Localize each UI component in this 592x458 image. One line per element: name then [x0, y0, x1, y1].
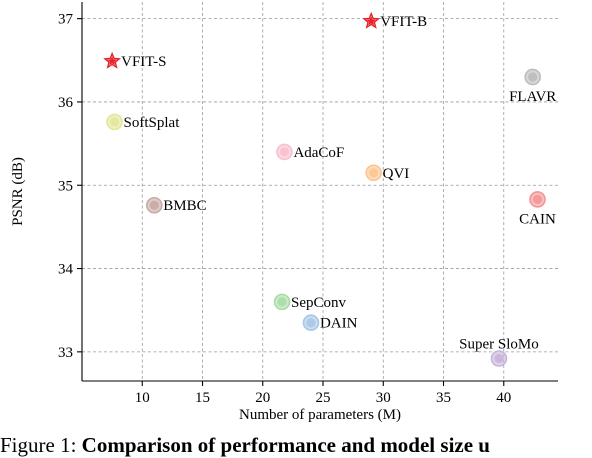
x-tick-label: 35 [436, 390, 451, 406]
scatter-chart: 10 15 20 25 30 35 40 33 34 35 36 37 VFIT-B VFIT-S FLA… [10, 2, 558, 423]
x-tick-label: 40 [496, 390, 511, 406]
caption-bold: Comparison of performance and model size… [81, 433, 490, 457]
y-tick-label: 34 [58, 262, 74, 278]
vfit-s-star-marker-inner [107, 56, 117, 66]
x-axis-title: Number of parameters (M) [239, 407, 401, 423]
vfit-s-label: VFIT-S [121, 54, 166, 70]
vfit-b-star-marker [362, 11, 381, 29]
dain-label: DAIN [320, 316, 358, 332]
sepconv-label: SepConv [291, 295, 347, 311]
vfit-s-star-marker [103, 51, 122, 69]
grid [82, 2, 558, 381]
bmbc-point-core [149, 200, 159, 210]
cain-point-core [532, 194, 543, 205]
data-points [103, 11, 546, 367]
x-tick-label: 30 [376, 390, 391, 406]
x-tick-label: 20 [255, 390, 270, 406]
flavr-point-core [528, 72, 538, 82]
figure-caption: Figure 1: Comparison of performance and … [0, 433, 490, 458]
qvi-point-core [369, 168, 379, 178]
qvi-label: QVI [383, 166, 410, 182]
cain-label: CAIN [519, 211, 556, 227]
caption-prefix: Figure 1: [0, 433, 82, 457]
x-tick-label: 25 [316, 390, 331, 406]
softsplat-point-core [109, 117, 120, 127]
sepconv-point-core [277, 297, 287, 307]
vfit-b-label: VFIT-B [380, 14, 427, 30]
adacof-label: AdaCoF [293, 145, 344, 161]
x-tick-label: 15 [195, 390, 210, 406]
super-slomo-label: Super SloMo [459, 337, 539, 353]
axes: 10 15 20 25 30 35 40 33 34 35 36 37 [58, 2, 558, 406]
y-tick-label: 35 [58, 178, 73, 194]
point-labels: VFIT-B VFIT-S FLAVR SoftSplat AdaCoF QVI CAIN B… [121, 14, 556, 352]
flavr-label: FLAVR [509, 89, 556, 105]
y-axis-title: PSNR (dB) [10, 157, 26, 226]
y-tick-label: 33 [58, 345, 73, 361]
y-tick-label: 36 [58, 95, 74, 111]
dain-point-core [306, 318, 316, 328]
super-slomo-point-core [494, 353, 504, 364]
y-tick-label: 37 [58, 12, 74, 28]
bmbc-label: BMBC [163, 198, 206, 214]
softsplat-label: SoftSplat [124, 115, 181, 131]
adacof-point-core [279, 147, 290, 157]
vfit-b-star-marker-inner [366, 16, 376, 26]
x-tick-label: 10 [135, 390, 150, 406]
